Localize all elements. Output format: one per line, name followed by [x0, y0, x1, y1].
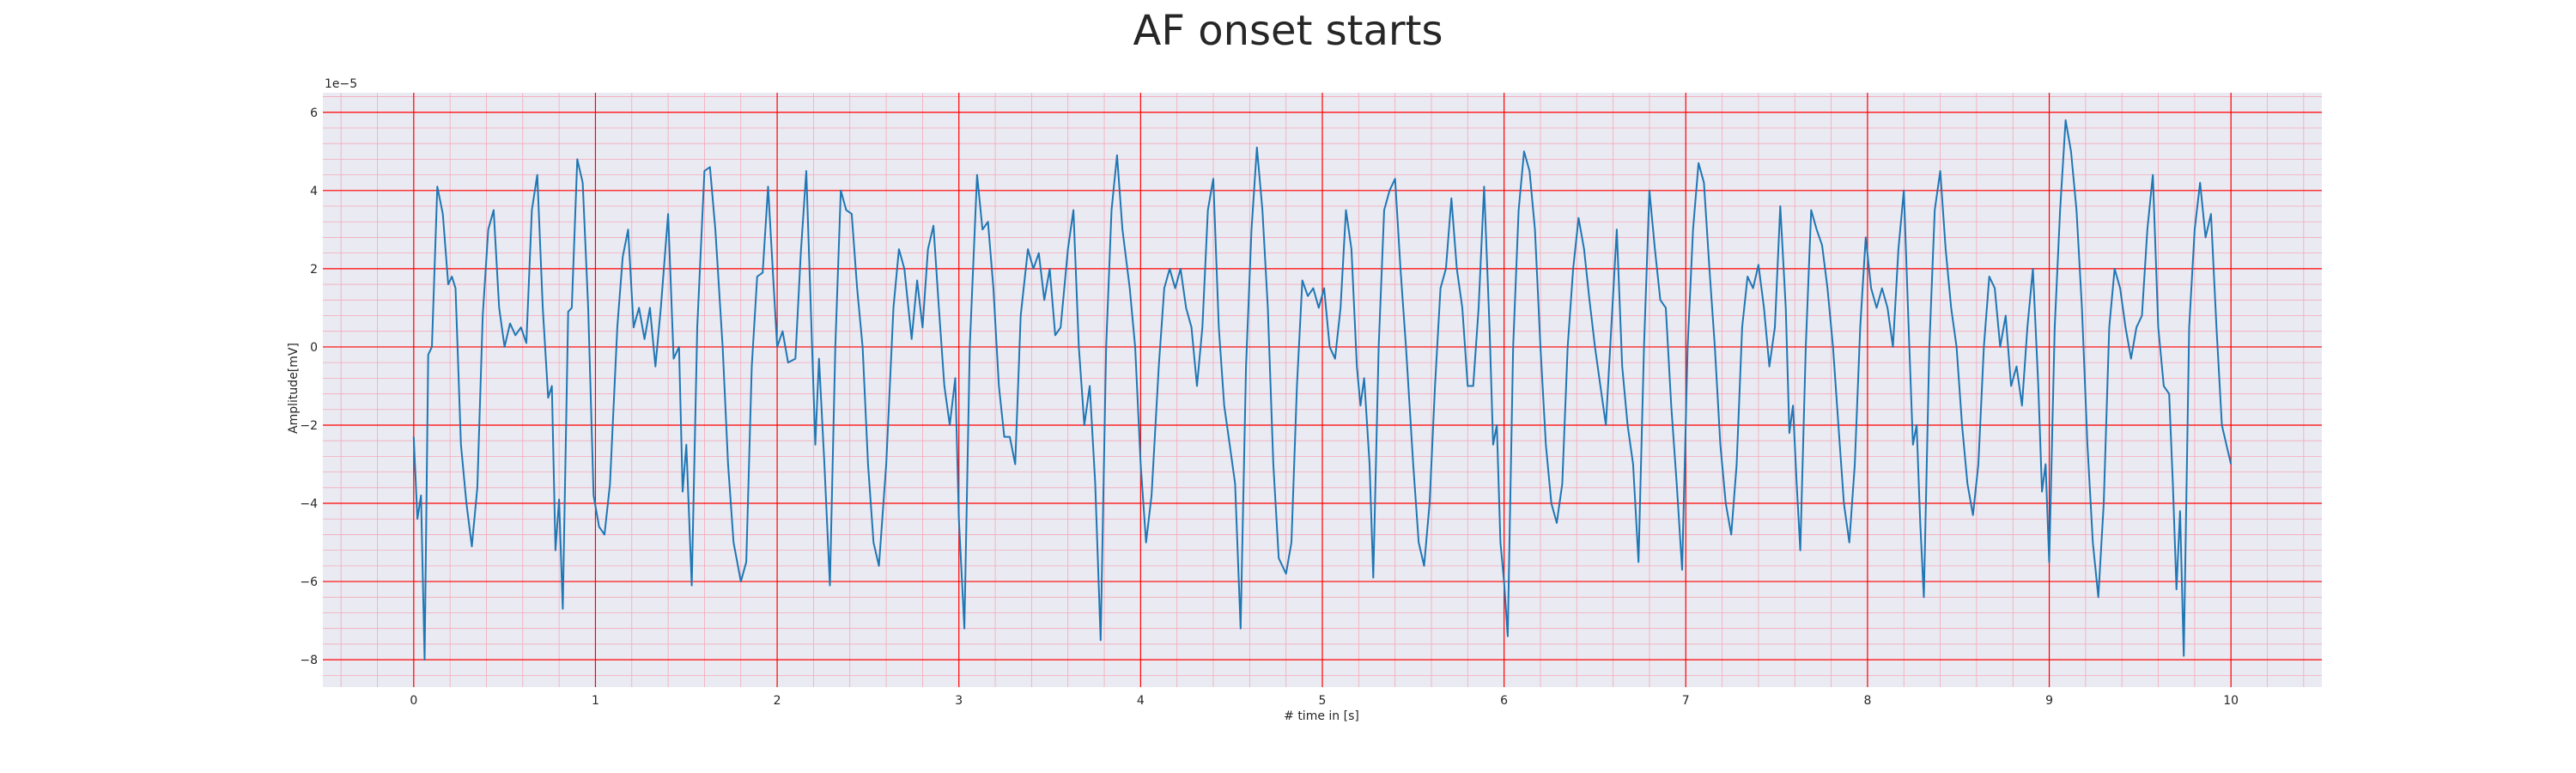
x-tick-label: 0 — [410, 694, 417, 708]
x-tick-labels: 0 1 2 3 4 5 6 7 8 9 10 — [410, 694, 2239, 708]
y-axis-label: Amplitude[mV] — [287, 343, 301, 434]
x-tick-label: 1 — [592, 694, 599, 708]
signal-line-0 — [412, 119, 2233, 661]
x-tick-label: 8 — [1863, 694, 1871, 708]
y-tick-label: 4 — [310, 185, 318, 198]
y-tick-label: 0 — [310, 341, 318, 355]
x-tick-label: 5 — [1319, 694, 1327, 708]
y-tick-labels: −8 −6 −4 −2 0 2 4 6 — [300, 107, 318, 667]
y-tick-label: 2 — [310, 263, 318, 277]
y-tick-label: 6 — [310, 107, 318, 120]
y-offset-text: 1e−5 — [325, 77, 357, 91]
x-tick-label: 4 — [1137, 694, 1145, 708]
y-tick-label: −2 — [300, 419, 318, 433]
major-grid — [323, 93, 2322, 687]
series-layer — [412, 119, 2233, 661]
x-tick-label: 7 — [1682, 694, 1690, 708]
x-axis-label: # time in [s] — [1284, 709, 1359, 723]
x-tick-label: 6 — [1500, 694, 1508, 708]
x-tick-label: 2 — [774, 694, 781, 708]
x-tick-label: 9 — [2045, 694, 2053, 708]
x-tick-label: 3 — [955, 694, 963, 708]
y-tick-label: −4 — [300, 497, 318, 511]
x-tick-label: 10 — [2223, 694, 2239, 708]
y-tick-label: −8 — [300, 654, 318, 667]
y-tick-label: −6 — [300, 575, 318, 589]
chart-title: AF onset starts — [1133, 7, 1443, 55]
